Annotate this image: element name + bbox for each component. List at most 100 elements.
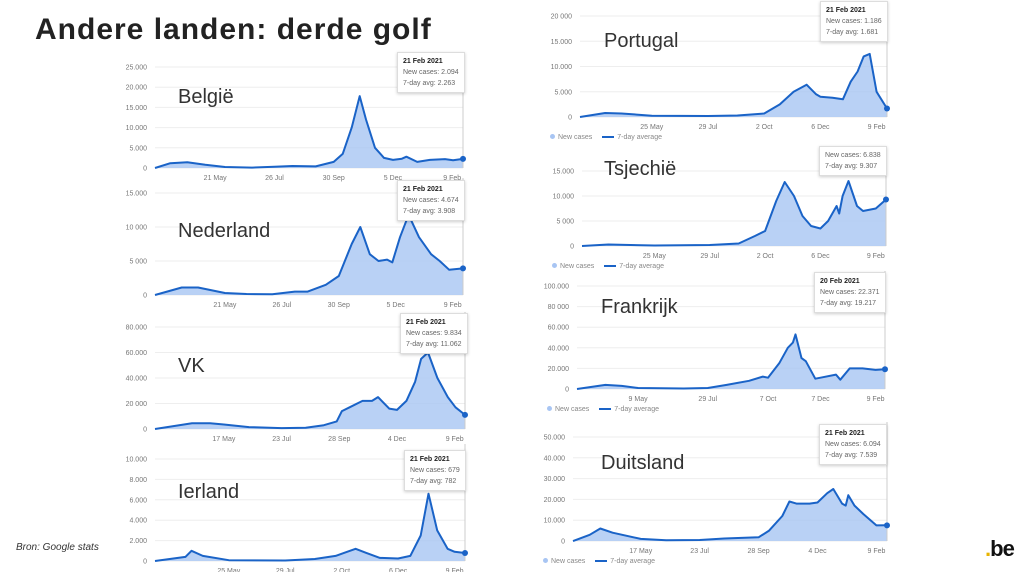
y-tick-label: 15.000 [126, 191, 148, 198]
y-tick-label: 20 000 [126, 401, 148, 408]
y-tick-label: 20.000 [548, 366, 570, 373]
tooltip-date: 21 Feb 2021 [403, 58, 443, 65]
x-tick-label: 4 Dec [388, 436, 407, 443]
line-icon [604, 265, 617, 268]
legend-7-day-average: 7-day average [604, 263, 664, 270]
y-tick-label: 40.000 [548, 345, 570, 352]
legend-label: 7-day average [619, 263, 664, 270]
legend-label: 7-day average [610, 558, 655, 565]
x-tick-label: 2 Oct [757, 253, 774, 260]
new-cases-bars [155, 352, 465, 429]
chart-tooltip: 21 Feb 2021 New cases: 6.094 7-day avg: 7.… [819, 424, 887, 465]
tooltip-date: 20 Feb 2021 [820, 278, 860, 285]
x-tick-label: 25 May [217, 568, 240, 572]
new-cases-bars [580, 53, 887, 117]
tooltip-new-cases: New cases: 679 [410, 467, 460, 474]
y-tick-label: 10.000 [553, 194, 575, 201]
y-tick-label: 5.000 [129, 145, 147, 152]
line-icon [595, 560, 608, 563]
legend-label: New cases [560, 263, 595, 270]
chart-tooltip: 21 Feb 2021 New cases: 4.674 7-day avg: 3.… [397, 180, 465, 221]
x-tick-label: 9 Feb [867, 396, 885, 403]
legend-new-cases: New cases [547, 406, 589, 413]
x-tick-label: 6 Dec [811, 124, 830, 131]
x-tick-label: 17 May [212, 436, 235, 443]
chart-title: Frankrijk [601, 296, 678, 318]
new-cases-bars [155, 493, 465, 561]
hover-point [884, 522, 890, 529]
chart-tooltip: 21 Feb 2021 New cases: 9.834 7-day avg: 11… [400, 313, 468, 354]
x-tick-label: 29 Jul [700, 253, 719, 260]
chart-title: Portugal [604, 30, 679, 52]
tooltip-avg: 7-day avg: 2.263 [403, 80, 456, 87]
tooltip-date: 21 Feb 2021 [826, 7, 866, 14]
x-tick-label: 9 Feb [868, 124, 886, 131]
y-tick-label: 25.000 [126, 65, 148, 72]
chart-tooltip: 21 Feb 2021 New cases: 1.186 7-day avg: 1.… [820, 1, 888, 42]
seven-day-average-line [572, 488, 888, 542]
x-tick-label: 29 Jul [698, 396, 717, 403]
slide-title: Andere landen: derde golf [35, 13, 432, 46]
legend-label: New cases [551, 558, 586, 565]
x-tick-label: 21 May [213, 302, 236, 309]
x-tick-label: 9 Feb [446, 436, 464, 443]
tooltip-date: 21 Feb 2021 [825, 430, 865, 437]
new-cases-bars [155, 214, 463, 295]
dot-icon [543, 558, 548, 563]
y-tick-label: 100.000 [544, 284, 569, 291]
x-tick-label: 26 Jul [265, 175, 284, 182]
y-tick-label: 5 000 [129, 259, 147, 266]
hover-point [462, 550, 468, 557]
hover-point [462, 411, 468, 418]
y-tick-label: 10.000 [544, 518, 566, 525]
legend-label: 7-day average [614, 406, 659, 413]
tooltip-date: 21 Feb 2021 [410, 456, 450, 463]
legend-label: 7-day average [617, 134, 662, 141]
y-tick-label: 30.000 [544, 476, 566, 483]
line-icon [602, 136, 615, 139]
y-tick-label: 20 000 [551, 14, 573, 21]
seven-day-average-line [581, 180, 887, 247]
y-tick-label: 0 [561, 539, 565, 546]
x-tick-label: 17 May [629, 548, 652, 555]
new-cases-bars [577, 334, 885, 389]
tooltip-new-cases: New cases: 6.094 [825, 441, 881, 448]
chart-title: Nederland [178, 220, 271, 242]
tooltip-date: 21 Feb 2021 [403, 186, 443, 193]
dot-icon [552, 263, 557, 268]
chart-tooltip: 21 Feb 2021 New cases: 679 7-day avg: 782 [404, 450, 466, 491]
seven-day-average-line [154, 95, 464, 169]
hover-point [882, 366, 888, 373]
y-tick-label: 0 [570, 244, 574, 251]
y-tick-label: 15.000 [551, 39, 573, 46]
x-tick-label: 25 May [643, 253, 666, 260]
legend-new-cases: New cases [550, 134, 592, 141]
x-tick-label: 29 Jul [276, 568, 295, 572]
x-tick-label: 9 Feb [446, 568, 464, 572]
y-tick-label: 8.000 [129, 477, 147, 484]
new-cases-bars [582, 181, 886, 246]
tooltip-new-cases: New cases: 22.371 [820, 289, 880, 296]
x-tick-label: 9 Feb [867, 548, 885, 555]
y-tick-label: 40.000 [544, 455, 566, 462]
tooltip-new-cases: New cases: 9.834 [406, 330, 462, 337]
tooltip-avg: 7-day avg: 19.217 [820, 300, 877, 307]
y-tick-label: 0 [143, 166, 147, 173]
y-tick-label: 20.000 [544, 497, 566, 504]
dot-icon [550, 134, 555, 139]
hover-point [883, 196, 889, 203]
y-tick-label: 2.000 [129, 538, 147, 545]
source-note: Bron: Google stats [16, 542, 99, 553]
x-tick-label: 9 Feb [444, 302, 462, 309]
x-tick-label: 29 Jul [699, 124, 718, 131]
y-tick-label: 60.000 [548, 325, 570, 332]
y-tick-label: 5 000 [556, 219, 574, 226]
legend-7-day-average: 7-day average [595, 558, 655, 565]
y-tick-label: 20.000 [126, 85, 148, 92]
y-tick-label: 60.000 [126, 350, 148, 357]
seven-day-average-line [579, 52, 888, 118]
y-tick-label: 40.000 [126, 376, 148, 383]
x-tick-label: 9 Feb [443, 175, 461, 182]
y-tick-label: 15.000 [126, 105, 148, 112]
chart-legend: New cases 7-day average [547, 406, 659, 413]
